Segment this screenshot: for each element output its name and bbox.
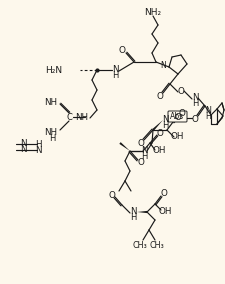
Text: N: N [141, 145, 147, 154]
Text: OH: OH [152, 145, 166, 154]
Text: H: H [205, 112, 211, 120]
Text: H: H [162, 120, 168, 130]
Text: OH: OH [170, 131, 184, 141]
Text: H: H [112, 70, 118, 80]
Text: NH: NH [44, 97, 57, 106]
Text: N: N [192, 93, 198, 101]
Polygon shape [137, 211, 147, 213]
Text: O: O [157, 91, 163, 101]
FancyBboxPatch shape [168, 111, 187, 122]
Text: C: C [66, 112, 72, 122]
Text: O: O [157, 128, 163, 137]
Text: N: N [162, 114, 168, 124]
Text: N: N [20, 145, 26, 153]
Text: NH: NH [44, 128, 57, 137]
Text: O: O [179, 108, 185, 118]
Text: O: O [137, 158, 144, 166]
Text: O: O [161, 189, 167, 199]
Text: CH₃: CH₃ [133, 241, 147, 250]
Text: H: H [49, 133, 55, 143]
Text: Abs: Abs [171, 112, 184, 120]
Text: O: O [108, 191, 115, 201]
Text: NH: NH [75, 112, 88, 122]
Text: O: O [119, 45, 126, 55]
Text: H: H [192, 99, 198, 108]
Text: H: H [130, 212, 136, 222]
Text: OH: OH [158, 206, 172, 216]
Text: N: N [112, 64, 118, 74]
Polygon shape [152, 120, 163, 131]
Text: H₂N: H₂N [45, 66, 62, 74]
Text: N: N [35, 145, 41, 154]
Text: O: O [175, 112, 181, 122]
Text: O: O [178, 87, 184, 95]
Text: CH₃: CH₃ [150, 241, 164, 250]
Text: O: O [191, 114, 198, 124]
Text: N: N [205, 105, 211, 114]
Text: NH₂: NH₂ [144, 7, 162, 16]
Text: H: H [141, 151, 147, 160]
Text: N: N [130, 206, 136, 216]
Text: O: O [137, 139, 144, 147]
Polygon shape [119, 142, 130, 151]
Text: N: N [20, 139, 26, 147]
Text: N: N [160, 60, 166, 70]
Text: H: H [35, 139, 41, 149]
